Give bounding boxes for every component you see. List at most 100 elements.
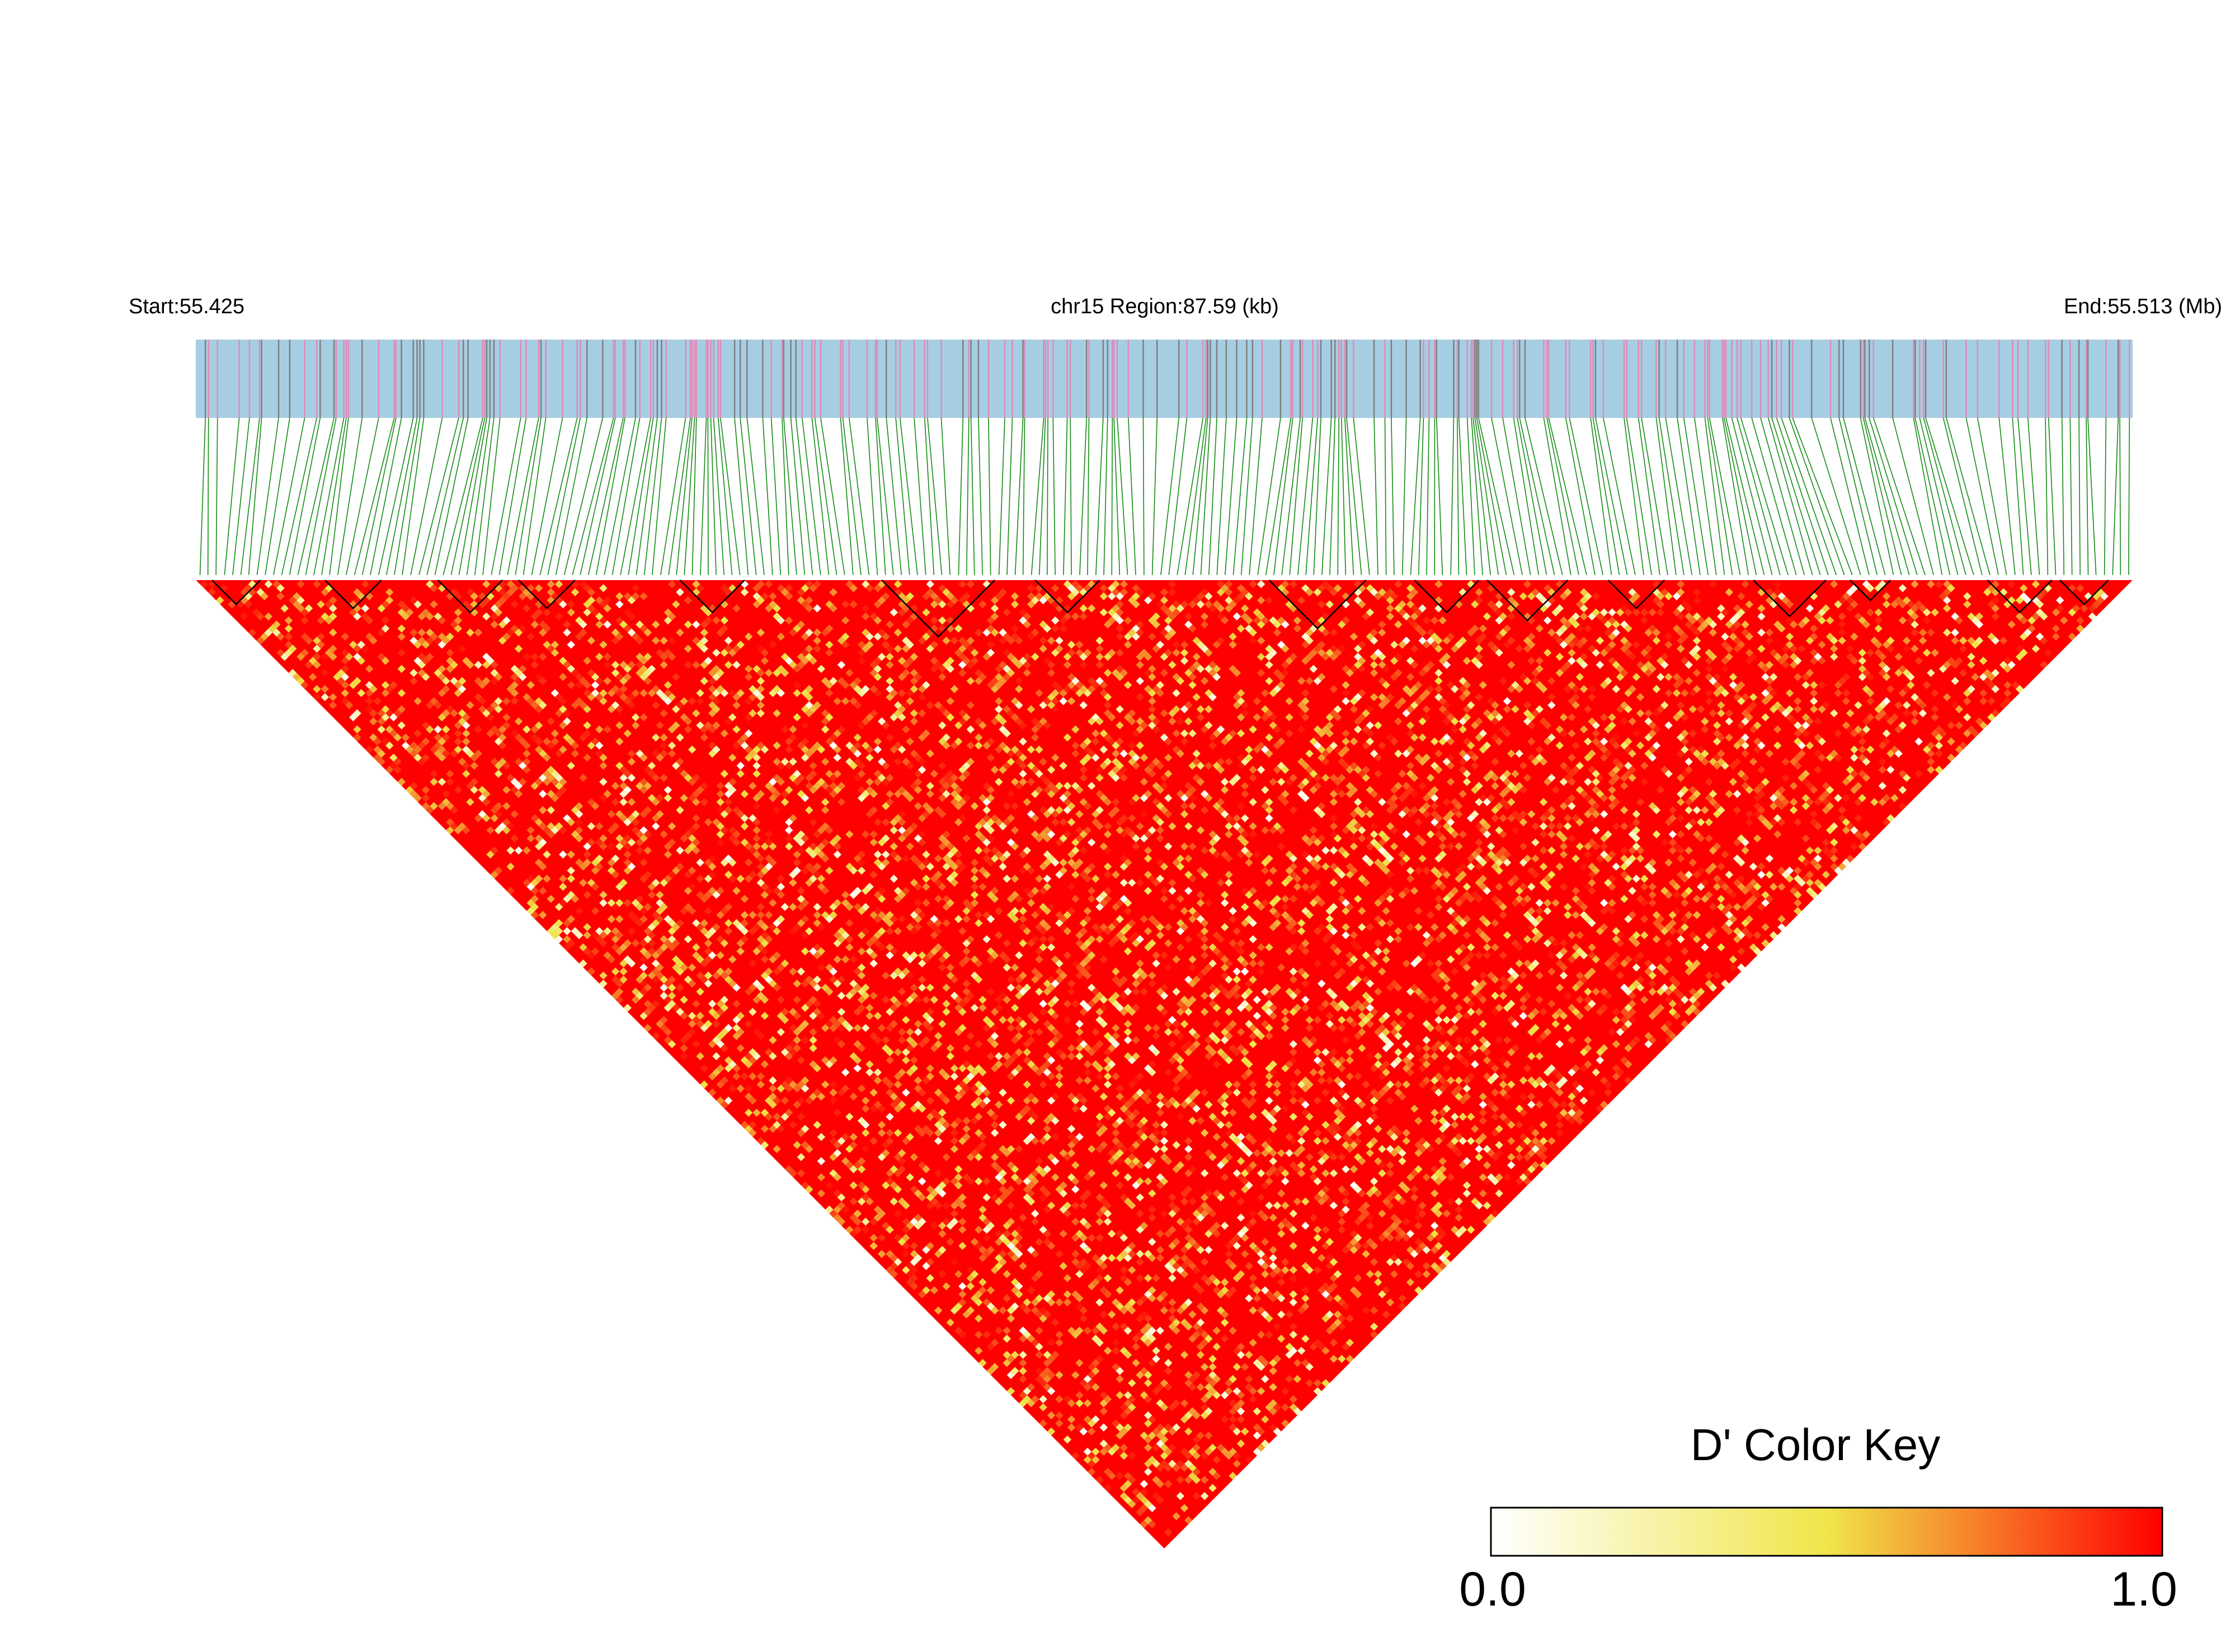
ld-cell xyxy=(446,592,454,601)
ld-cell xyxy=(466,798,474,806)
ld-cell xyxy=(1144,1436,1152,1444)
snp-connector xyxy=(2048,417,2057,581)
ld-cell xyxy=(1172,1463,1180,1472)
ld-cell xyxy=(317,600,325,609)
ld-cell xyxy=(1031,1250,1039,1258)
ld-cell xyxy=(575,802,584,811)
ld-cell xyxy=(914,1028,923,1037)
ld-cell xyxy=(417,741,426,750)
ld-cell xyxy=(519,624,527,633)
ld-cell xyxy=(773,887,781,895)
ld-cell xyxy=(369,685,378,693)
ld-cell xyxy=(1099,1423,1108,1432)
ld-cell xyxy=(466,628,474,637)
snp-connector xyxy=(393,417,421,581)
ld-cell xyxy=(680,995,688,1004)
ld-cell xyxy=(1112,1322,1120,1331)
ld-cell xyxy=(1039,1371,1047,1380)
ld-cell xyxy=(523,757,531,766)
ld-cell xyxy=(1140,1367,1149,1375)
ld-cell xyxy=(829,967,837,976)
ld-cell xyxy=(793,980,801,988)
ld-cell xyxy=(688,826,697,835)
ld-cell xyxy=(401,612,410,621)
ld-cell xyxy=(1055,1371,1064,1380)
ld-cell xyxy=(1269,1383,1277,1391)
ld-cell xyxy=(797,919,806,928)
ld-cell xyxy=(434,741,442,750)
ld-cell xyxy=(999,1121,1007,1129)
ld-cell xyxy=(934,1040,943,1048)
ld-cell xyxy=(534,672,543,681)
ld-cell xyxy=(526,834,535,843)
ld-cell xyxy=(619,790,628,798)
ld-cell xyxy=(389,681,398,689)
ld-cell xyxy=(547,895,555,903)
ld-cell xyxy=(454,624,463,633)
snp-connector xyxy=(247,417,262,581)
ld-cell xyxy=(526,882,535,891)
ld-cell xyxy=(728,858,737,867)
ld-cell xyxy=(995,1100,1003,1109)
ld-cell xyxy=(611,943,620,952)
ld-cell xyxy=(882,1141,890,1149)
ld-cell xyxy=(740,919,749,928)
ld-cell xyxy=(1184,1371,1193,1380)
ld-cell xyxy=(797,1153,806,1161)
ld-cell xyxy=(934,1128,943,1137)
ld-cell xyxy=(664,915,672,924)
ld-cell xyxy=(797,1169,806,1178)
ld-cell xyxy=(1079,1258,1088,1267)
ld-cell xyxy=(385,709,394,718)
ld-cell xyxy=(494,867,503,875)
ld-cell xyxy=(353,677,361,685)
ld-cell xyxy=(1144,1460,1152,1468)
ld-cell xyxy=(514,733,523,742)
ld-cell xyxy=(886,1128,894,1137)
ld-cell xyxy=(647,769,656,778)
snp-connector xyxy=(1113,417,1121,581)
ld-cell xyxy=(692,1000,700,1008)
ld-cell xyxy=(777,995,785,1004)
ld-cell xyxy=(1099,1447,1108,1456)
ld-cell xyxy=(583,689,591,698)
ld-cell xyxy=(1200,1492,1209,1500)
ld-cell xyxy=(321,693,330,702)
ld-cell xyxy=(1043,1310,1052,1319)
ld-cell xyxy=(1212,1391,1221,1400)
ld-cell xyxy=(809,995,817,1004)
ld-cell xyxy=(1128,1451,1136,1460)
ld-cell xyxy=(1123,1254,1132,1262)
ld-cell xyxy=(353,733,361,742)
ld-cell xyxy=(502,721,511,729)
ld-cell xyxy=(563,709,571,718)
snp-connector xyxy=(1723,417,1758,581)
ld-cell xyxy=(853,1024,862,1032)
ld-cell xyxy=(369,636,378,645)
ld-cell xyxy=(1010,1254,1019,1262)
ld-cell xyxy=(369,717,378,726)
ld-cell xyxy=(975,1153,983,1161)
snp-connector xyxy=(958,417,964,581)
ld-cell xyxy=(421,754,430,762)
ld-cell xyxy=(583,858,591,867)
ld-cell xyxy=(1232,1363,1241,1371)
ld-cell xyxy=(526,898,535,907)
ld-cell xyxy=(869,1032,878,1041)
ld-cell xyxy=(413,794,422,802)
ld-cell xyxy=(490,757,498,766)
ld-cell xyxy=(410,741,418,750)
ld-cell xyxy=(639,907,648,915)
snp-connector xyxy=(1353,417,1371,581)
ld-cell xyxy=(1184,1379,1193,1387)
ld-cell xyxy=(1071,1217,1080,1226)
ld-cell xyxy=(571,806,580,815)
ld-cell xyxy=(942,1096,951,1105)
ld-cell xyxy=(441,733,450,742)
snp-connector xyxy=(1737,417,1782,581)
ld-cell xyxy=(817,1011,826,1020)
ld-cell xyxy=(862,1185,870,1194)
ld-cell xyxy=(1047,1298,1056,1307)
ld-cell xyxy=(1035,1343,1043,1351)
ld-cell xyxy=(704,955,713,964)
